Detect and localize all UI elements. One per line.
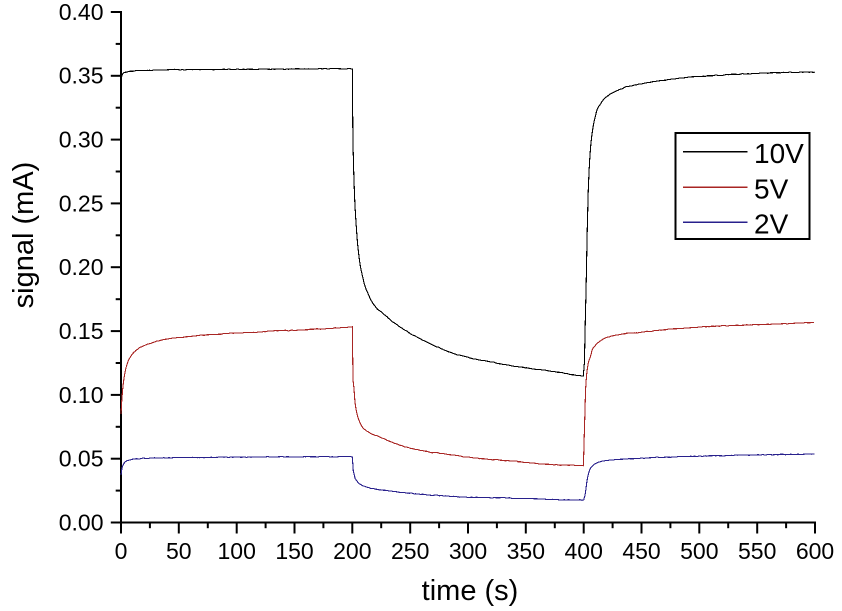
- svg-text:0.00: 0.00: [59, 509, 104, 535]
- svg-text:0.25: 0.25: [59, 190, 104, 216]
- svg-text:200: 200: [333, 538, 371, 564]
- svg-text:0.20: 0.20: [59, 254, 104, 280]
- svg-text:0.05: 0.05: [59, 446, 104, 472]
- svg-text:50: 50: [166, 538, 192, 564]
- svg-text:10V: 10V: [754, 138, 804, 169]
- svg-text:450: 450: [622, 538, 660, 564]
- svg-text:0.10: 0.10: [59, 382, 104, 408]
- svg-text:0.15: 0.15: [59, 318, 104, 344]
- svg-text:400: 400: [565, 538, 603, 564]
- svg-text:0.35: 0.35: [59, 63, 104, 89]
- svg-text:500: 500: [680, 538, 718, 564]
- svg-text:time (s): time (s): [422, 575, 519, 607]
- svg-text:2V: 2V: [754, 209, 789, 240]
- svg-text:0: 0: [115, 538, 128, 564]
- svg-text:350: 350: [507, 538, 545, 564]
- svg-text:150: 150: [275, 538, 313, 564]
- svg-text:100: 100: [218, 538, 256, 564]
- svg-text:signal (mA): signal (mA): [8, 162, 40, 309]
- svg-text:600: 600: [796, 538, 834, 564]
- svg-text:0.40: 0.40: [59, 0, 104, 25]
- svg-text:0.30: 0.30: [59, 127, 104, 153]
- svg-text:250: 250: [391, 538, 429, 564]
- svg-text:5V: 5V: [754, 174, 789, 205]
- svg-text:300: 300: [449, 538, 487, 564]
- svg-text:550: 550: [738, 538, 776, 564]
